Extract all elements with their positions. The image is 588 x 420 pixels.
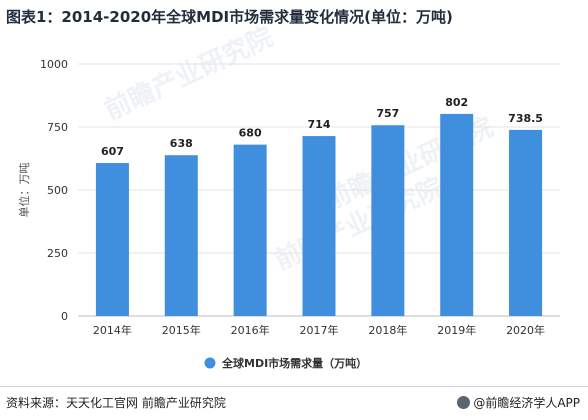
x-tick-label: 2017年 xyxy=(300,323,339,337)
data-label: 680 xyxy=(239,127,262,140)
x-tick-label: 2016年 xyxy=(231,323,270,337)
y-axis-title: 单位：万吨 xyxy=(17,163,31,218)
brand-logo-icon xyxy=(457,396,471,409)
data-label: 802 xyxy=(445,96,468,109)
x-axis-ticks: 2014年 2015年 2016年 2017年 2018年 2019年 2020年 xyxy=(93,323,545,337)
watermark-layer: 前瞻产业研究院 前瞻产业研究院 前瞻产业研究院 xyxy=(100,21,498,276)
legend: 全球MDI市场需求量（万吨） xyxy=(204,356,367,370)
bar xyxy=(233,144,267,316)
x-tick-label: 2018年 xyxy=(368,323,407,337)
brand-credit: @前瞻经济学人APP xyxy=(457,394,580,411)
x-tick-label: 2020年 xyxy=(506,323,545,337)
legend-label: 全球MDI市场需求量（万吨） xyxy=(221,356,367,370)
y-tick-label: 250 xyxy=(47,247,68,260)
bars xyxy=(95,113,543,317)
bar xyxy=(302,136,336,316)
chart-title: 图表1：2014-2020年全球MDI市场需求量变化情况(单位：万吨) xyxy=(6,8,453,26)
bar xyxy=(371,125,405,317)
data-label: 738.5 xyxy=(508,112,543,125)
bar xyxy=(509,129,543,316)
x-tick-label: 2014年 xyxy=(93,323,132,337)
data-label: 638 xyxy=(170,137,193,150)
x-tick-label: 2015年 xyxy=(162,323,201,337)
x-tick-label: 2019年 xyxy=(437,323,476,337)
footer-divider xyxy=(0,386,588,387)
source-note: 资料来源：天天化工官网 前瞻产业研究院 xyxy=(6,396,226,410)
y-tick-label: 1000 xyxy=(40,58,68,71)
y-tick-label: 750 xyxy=(47,121,68,134)
bar xyxy=(164,155,198,316)
watermark-text: 前瞻产业研究院 xyxy=(100,21,278,126)
data-label: 607 xyxy=(101,145,124,158)
data-label: 714 xyxy=(308,118,331,131)
bar-chart: 前瞻产业研究院 前瞻产业研究院 前瞻产业研究院 0 250 500 750 1000 6… xyxy=(17,21,560,370)
y-axis-ticks: 0 250 500 750 1000 xyxy=(40,58,68,323)
bar xyxy=(95,163,129,316)
brand-label: @前瞻经济学人APP xyxy=(473,396,580,410)
y-tick-label: 500 xyxy=(47,184,68,197)
data-labels: 607 638 680 714 757 802 738.5 xyxy=(101,96,543,158)
data-label: 757 xyxy=(376,107,399,120)
bar xyxy=(440,113,474,316)
legend-marker xyxy=(204,357,216,369)
y-tick-label: 0 xyxy=(61,310,68,323)
